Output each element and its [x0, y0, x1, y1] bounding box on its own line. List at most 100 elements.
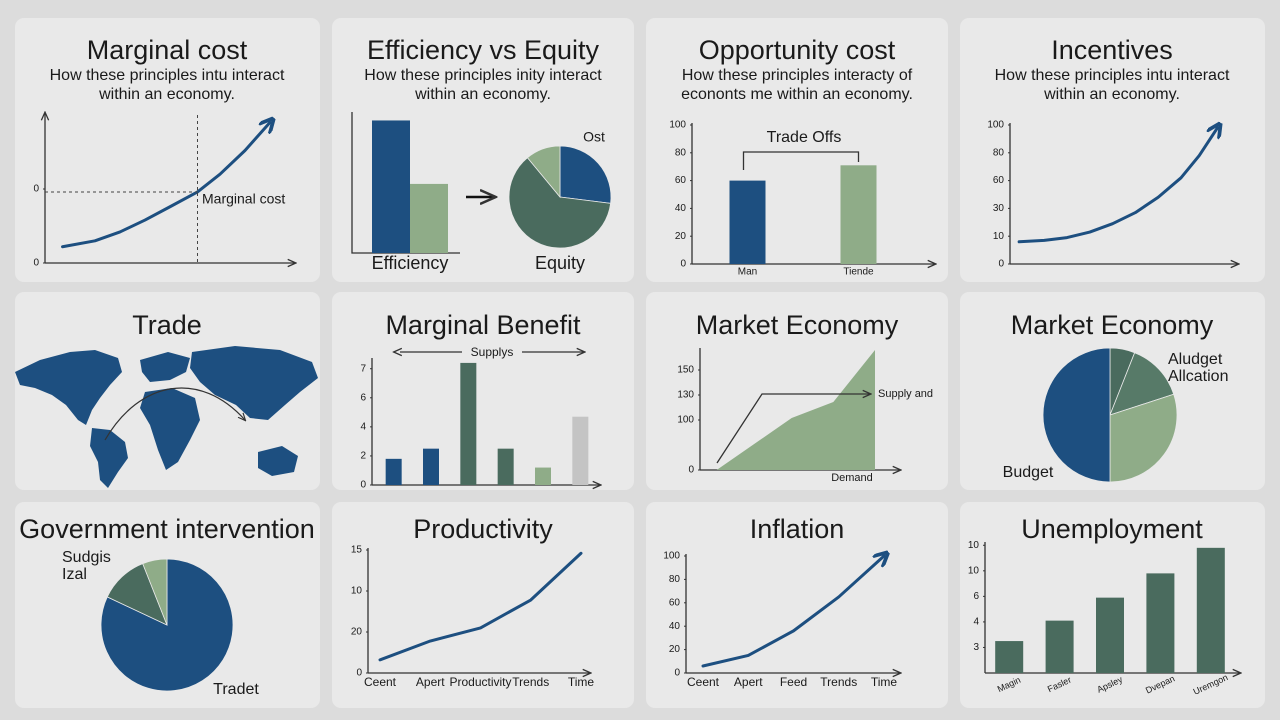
bar: [535, 467, 551, 485]
line-series: [1017, 128, 1217, 244]
y-tick-label: 80: [993, 147, 1005, 158]
y-tick-label: 10: [351, 586, 363, 597]
y-tick-label: 3: [973, 642, 979, 653]
bar: [1146, 573, 1175, 673]
panel-subtitle: How these principles intu interact: [995, 67, 1230, 84]
y-tick-label: 20: [675, 231, 687, 242]
area-series: [716, 350, 875, 470]
panel-subtitle: How these principles intu interact: [50, 67, 285, 84]
bar: [385, 458, 402, 485]
panel: [15, 18, 320, 282]
panel-title: Government intervention: [19, 514, 315, 544]
pie-label: Tradet: [213, 681, 259, 698]
y-tick-label: 0: [33, 258, 39, 269]
y-tick-label: 6: [973, 591, 979, 602]
y-tick-label: 80: [669, 574, 681, 585]
pie-slice: [142, 558, 168, 626]
y-tick-label: 60: [675, 175, 687, 186]
bar: [423, 448, 439, 485]
x-tick-label: Tiende: [843, 267, 874, 278]
x-tick-label: Time: [568, 675, 595, 689]
y-tick-label: 100: [669, 120, 686, 131]
world-map: [15, 346, 318, 488]
bar: [840, 165, 877, 264]
y-tick-label: 20: [351, 627, 363, 638]
bar: [729, 180, 766, 264]
y-tick-label: 40: [675, 203, 687, 214]
panel: [960, 18, 1265, 282]
panel-subtitle: within an economy.: [414, 86, 551, 103]
x-tick-label: Apert: [734, 675, 763, 689]
pie-annotation: Allcation: [1168, 368, 1228, 385]
y-tick-label: 100: [987, 120, 1004, 131]
bar: [410, 183, 448, 253]
y-tick-label: 0: [360, 480, 366, 491]
map-region: [140, 388, 200, 470]
y-tick-label: 7: [360, 363, 366, 374]
pie-label: Budget: [1003, 464, 1054, 481]
y-tick-label: 30: [993, 203, 1005, 214]
panel-subtitle: How these principles interacty of: [682, 67, 913, 84]
y-tick-label: 0: [33, 184, 39, 195]
map-region: [90, 428, 128, 488]
y-tick-label: 130: [677, 390, 694, 401]
annotation-arrow: [716, 394, 870, 464]
panel-title: Trade: [132, 310, 202, 340]
pie-annotation: Sudgis: [62, 549, 111, 566]
panel-subtitle: econonts me within an economy.: [681, 86, 913, 103]
panel-title: Marginal Benefit: [385, 310, 581, 340]
x-tick-label: Ceent: [364, 675, 397, 689]
panel-title: Market Economy: [1011, 310, 1214, 340]
panel: [332, 292, 634, 490]
pie-slice: [508, 157, 612, 249]
bar: [995, 641, 1024, 673]
map-region: [15, 350, 122, 425]
panel-title: Opportunity cost: [699, 35, 896, 65]
x-tick-label: Man: [738, 267, 757, 278]
y-tick-label: 60: [993, 175, 1005, 186]
x-tick-label: Apert: [416, 675, 445, 689]
bar: [1196, 547, 1225, 673]
panel-title: Unemployment: [1021, 514, 1203, 544]
pie-slice: [559, 145, 612, 204]
map-region: [140, 352, 190, 382]
pie-annotation: Ost: [583, 129, 605, 145]
panel-subtitle: within an economy.: [1043, 86, 1180, 103]
x-tick-label: Productivity: [449, 675, 511, 689]
y-tick-label: 0: [688, 465, 694, 476]
y-tick-label: 100: [677, 415, 694, 426]
y-tick-label: 150: [677, 365, 694, 376]
bar: [572, 416, 589, 485]
bracket: [742, 151, 860, 170]
map-region: [190, 346, 318, 420]
line-series: [61, 122, 271, 249]
y-tick-label: 2: [360, 451, 366, 462]
x-tick-label: Time: [871, 675, 898, 689]
y-tick-label: 4: [360, 422, 366, 433]
panel: [332, 502, 634, 708]
bar: [1045, 620, 1074, 673]
y-tick-label: 10: [968, 540, 980, 551]
annotation: Supplys: [471, 345, 514, 359]
y-tick-label: 0: [674, 668, 680, 679]
panel-title: Market Economy: [696, 310, 899, 340]
panel-subtitle: How these principles inity interact: [364, 67, 602, 84]
x-axis-label: Demand: [831, 472, 873, 484]
panel-subtitle: within an economy.: [98, 86, 235, 103]
bar: [497, 448, 514, 485]
y-tick-label: 0: [680, 259, 686, 270]
panel-title: Marginal cost: [87, 35, 248, 65]
y-tick-label: 20: [669, 644, 681, 655]
y-tick-label: 10: [968, 565, 980, 576]
x-tick-label: Trends: [820, 675, 857, 689]
panel-title: Productivity: [413, 514, 553, 544]
panel-title: Inflation: [750, 514, 845, 544]
bar: [372, 120, 410, 254]
map-region: [258, 446, 298, 476]
y-tick-label: 60: [669, 597, 681, 608]
pie-slice: [1042, 347, 1111, 483]
pie-annotation: Izal: [62, 566, 87, 583]
pie-slice: [1109, 393, 1178, 483]
panel-title: Incentives: [1051, 35, 1173, 65]
